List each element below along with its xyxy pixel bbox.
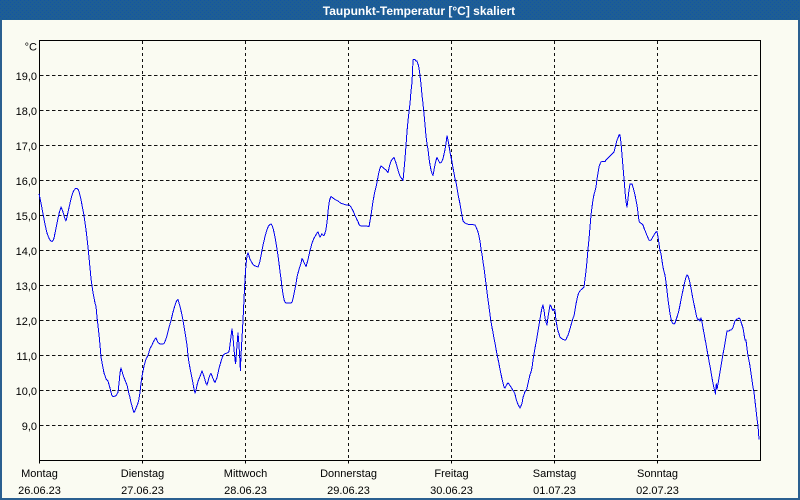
svg-text:Freitag: Freitag (434, 468, 468, 480)
svg-text:Dienstag: Dienstag (121, 468, 164, 480)
svg-text:Samstag: Samstag (533, 468, 576, 480)
svg-text:9,0: 9,0 (22, 421, 37, 433)
svg-text:02.07.23: 02.07.23 (636, 485, 679, 497)
svg-text:10,0: 10,0 (16, 386, 37, 398)
svg-text:29.06.23: 29.06.23 (327, 485, 370, 497)
svg-text:Donnerstag: Donnerstag (320, 468, 377, 480)
svg-text:17,0: 17,0 (16, 141, 37, 153)
svg-text:Taupunkt-Temperatur [°C] skali: Taupunkt-Temperatur [°C] skaliert (323, 4, 515, 18)
svg-text:Mittwoch: Mittwoch (224, 468, 267, 480)
svg-text:26.06.23: 26.06.23 (18, 485, 61, 497)
svg-text:12,0: 12,0 (16, 316, 37, 328)
svg-text:°C: °C (25, 42, 37, 54)
svg-text:30.06.23: 30.06.23 (430, 485, 473, 497)
svg-text:28.06.23: 28.06.23 (224, 485, 267, 497)
svg-text:Sonntag: Sonntag (637, 468, 678, 480)
svg-text:Montag: Montag (21, 468, 58, 480)
svg-text:19,0: 19,0 (16, 71, 37, 83)
svg-text:15,0: 15,0 (16, 211, 37, 223)
svg-text:14,0: 14,0 (16, 246, 37, 258)
svg-text:01.07.23: 01.07.23 (533, 485, 576, 497)
svg-text:11,0: 11,0 (16, 351, 37, 363)
svg-text:27.06.23: 27.06.23 (121, 485, 164, 497)
svg-text:13,0: 13,0 (16, 281, 37, 293)
svg-text:16,0: 16,0 (16, 176, 37, 188)
svg-text:18,0: 18,0 (16, 106, 37, 118)
